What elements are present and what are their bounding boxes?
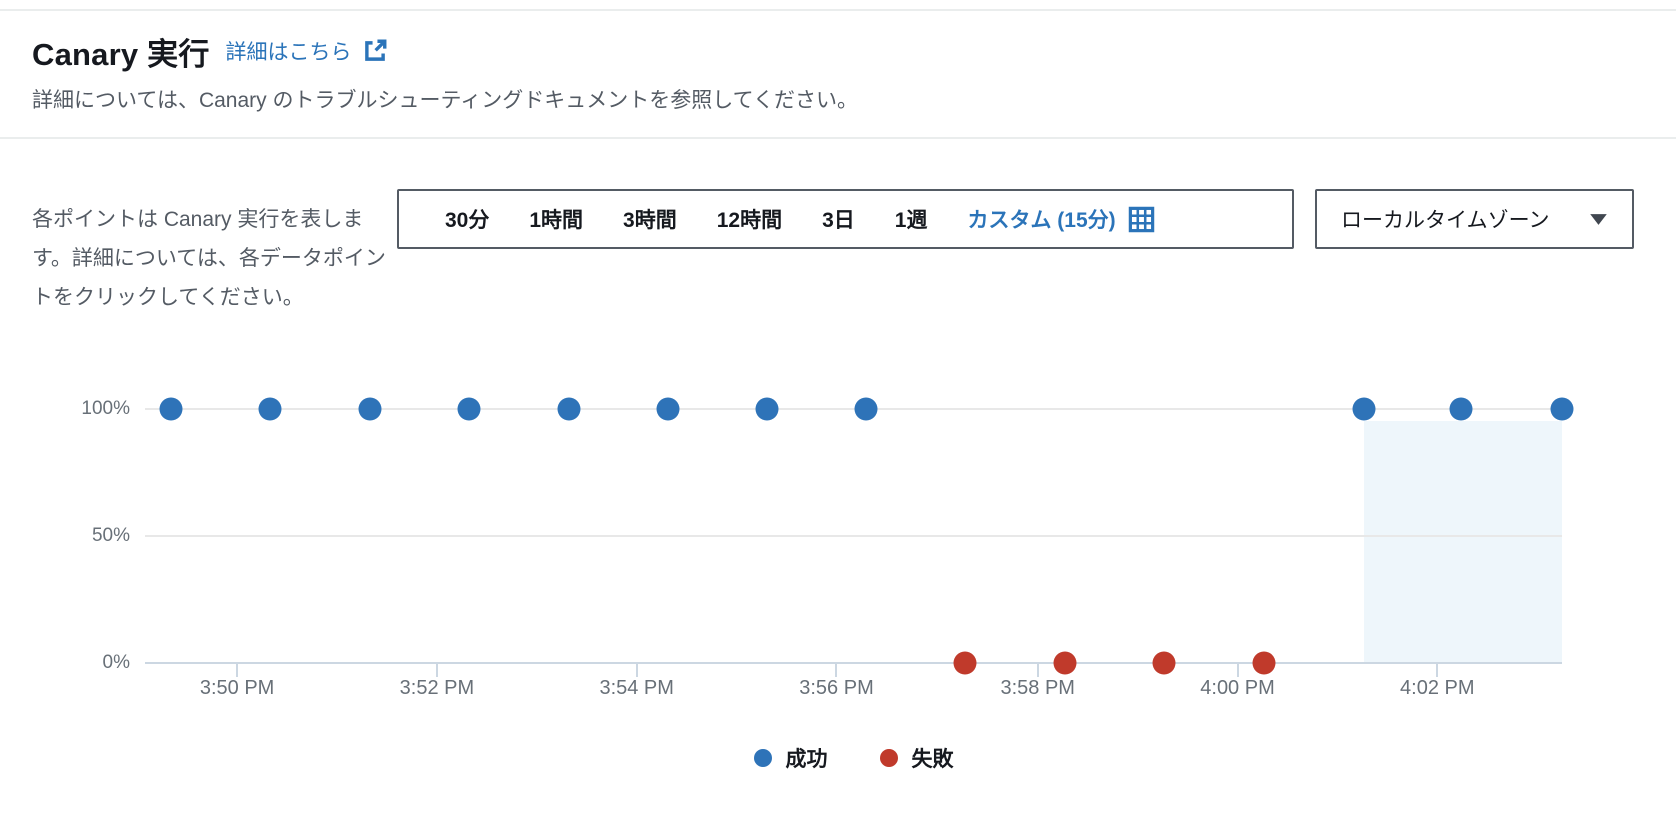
data-point-success[interactable] — [557, 397, 581, 421]
chart-description: 各ポイントは Canary 実行を表します。詳細については、各データポイントをク… — [32, 208, 386, 309]
y-tick-label: 0% — [102, 652, 130, 673]
x-tick-label: 3:56 PM — [799, 677, 874, 699]
legend-item-failure[interactable]: 失敗 — [879, 743, 954, 773]
data-point-success[interactable] — [1449, 397, 1473, 421]
x-tick-label: 3:58 PM — [1000, 677, 1075, 699]
x-axis-labels: 3:50 PM 3:52 PM 3:54 PM 3:56 PM 3:58 PM 4:00 … — [145, 677, 1562, 705]
x-tick-label: 4:00 PM — [1200, 677, 1275, 699]
plot-area — [145, 397, 1574, 677]
data-point-failure[interactable] — [953, 651, 977, 675]
data-point-failure[interactable] — [1053, 651, 1077, 675]
range-option-3日[interactable]: 3日 — [822, 209, 855, 232]
x-tick-label: 3:54 PM — [599, 677, 674, 699]
legend-swatch-failure — [879, 749, 898, 767]
data-point-success[interactable] — [1550, 397, 1574, 421]
x-tick-mark — [1236, 663, 1239, 677]
data-point-success[interactable] — [457, 397, 481, 421]
x-tick-label: 3:52 PM — [399, 677, 475, 699]
details-link[interactable]: 詳細はこちら — [226, 36, 388, 66]
top-divider — [0, 9, 1676, 11]
range-option-30分[interactable]: 30分 — [445, 209, 490, 232]
chart-legend: 成功 失敗 — [145, 743, 1562, 773]
x-tick-label: 4:02 PM — [1400, 677, 1475, 699]
x-tick-mark — [1036, 663, 1039, 677]
legend-label-failure: 失敗 — [911, 748, 954, 771]
header-divider — [0, 137, 1676, 139]
y-tick-label: 50% — [91, 525, 130, 546]
x-tick-label: 3:50 PM — [199, 677, 275, 699]
header: Canary 実行 詳細はこちら — [32, 30, 388, 72]
legend-item-success[interactable]: 成功 — [753, 743, 828, 773]
x-tick-mark — [1436, 663, 1439, 677]
data-point-success[interactable] — [755, 397, 779, 421]
data-point-success[interactable] — [358, 397, 382, 421]
x-tick-mark — [435, 663, 438, 677]
data-point-success[interactable] — [258, 397, 282, 421]
range-option-3時間[interactable]: 3時間 — [623, 209, 677, 232]
data-point-success[interactable] — [854, 397, 878, 421]
selected-time-region — [1363, 421, 1562, 664]
gridline — [145, 535, 1562, 537]
range-option-1時間[interactable]: 1時間 — [529, 209, 584, 232]
details-link-label: 詳細はこちら — [225, 41, 352, 64]
legend-label-success: 成功 — [785, 748, 828, 771]
time-range-selector: 30分 1時間 3時間 12時間 3日 1週 カスタム (15分) — [397, 189, 1294, 249]
calendar-icon — [1128, 206, 1155, 233]
data-point-failure[interactable] — [1252, 651, 1276, 675]
data-point-success[interactable] — [656, 397, 680, 421]
external-link-icon — [362, 38, 388, 64]
data-point-success[interactable] — [1352, 397, 1376, 421]
panel-subtitle: 詳細については、Canary のトラブルシューティングドキュメントを参照してくだ… — [32, 89, 858, 112]
page-title: Canary 実行 — [32, 36, 210, 72]
y-axis-labels: 100% 50% 0% — [30, 398, 130, 673]
x-axis-line — [145, 662, 1562, 664]
custom-range-label: カスタム (15分) — [967, 209, 1116, 232]
x-tick-mark — [236, 663, 239, 677]
range-option-1週[interactable]: 1週 — [894, 209, 928, 232]
timezone-select[interactable]: ローカルタイムゾーン — [1315, 189, 1634, 249]
timezone-value: ローカルタイムゾーン — [1341, 209, 1550, 232]
y-tick-label: 100% — [81, 398, 130, 419]
caret-down-icon — [1589, 213, 1608, 226]
data-point-failure[interactable] — [1152, 651, 1176, 675]
range-option-12時間[interactable]: 12時間 — [716, 209, 783, 232]
data-point-success[interactable] — [159, 397, 182, 421]
gridline — [145, 408, 1562, 410]
range-option-custom[interactable]: カスタム (15分) — [967, 204, 1154, 234]
x-tick-mark — [835, 663, 838, 677]
legend-swatch-success — [753, 749, 772, 767]
x-tick-mark — [635, 663, 638, 677]
